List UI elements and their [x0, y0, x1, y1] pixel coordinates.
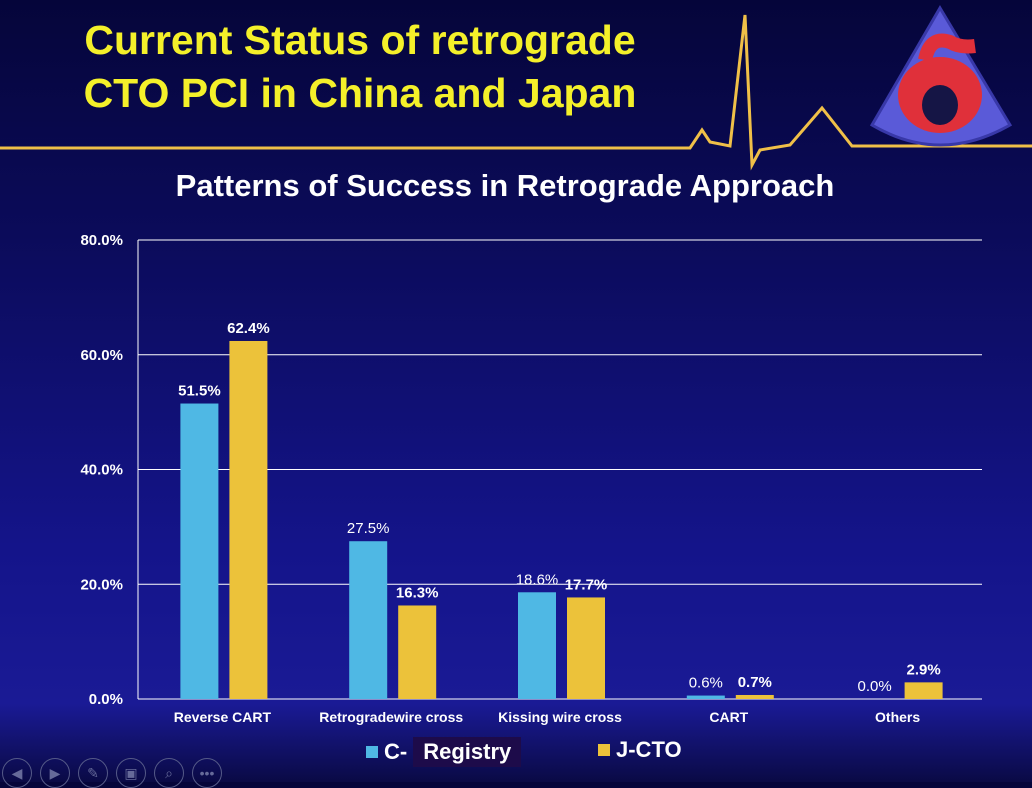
slides-icon[interactable]: ▣	[116, 758, 146, 788]
legend-label: J-CTO	[616, 737, 682, 762]
y-tick-label: 80.0%	[80, 232, 123, 249]
data-label: 0.7%	[738, 674, 772, 691]
legend-swatch	[366, 746, 378, 758]
zoom-icon[interactable]: ⌕	[154, 758, 184, 788]
x-tick-label: Reverse CART	[174, 709, 272, 725]
title-line-2: CTO PCI in China and Japan	[83, 70, 637, 116]
data-label: 16.3%	[396, 584, 439, 601]
bar-c-registry	[686, 695, 725, 699]
x-tick-label: Others	[875, 709, 920, 725]
data-label: 27.5%	[347, 520, 390, 537]
bar-j-cto	[567, 597, 605, 699]
bar-j-cto	[398, 605, 437, 699]
chart-title: Patterns of Success in Retrograde Approa…	[175, 168, 835, 203]
bar-c-registry	[180, 403, 219, 699]
data-label: 18.6%	[516, 571, 559, 588]
data-label: 62.4%	[227, 320, 270, 337]
bar-j-cto	[904, 682, 943, 699]
prev-icon[interactable]: ◀	[2, 758, 32, 788]
bar-c-registry	[518, 592, 556, 699]
y-tick-label: 20.0%	[80, 576, 123, 593]
title-line-1: Current Status of retrograde	[84, 17, 636, 63]
y-tick-label: 60.0%	[80, 347, 123, 364]
data-label: 17.7%	[565, 576, 608, 593]
x-tick-label: Kissing wire cross	[498, 709, 622, 725]
legend-c-registry: C- Registry	[366, 737, 522, 767]
data-label: 0.6%	[689, 675, 723, 692]
next-icon[interactable]: ▶	[40, 758, 70, 788]
data-label: 2.9%	[906, 661, 940, 678]
legend-swatch	[598, 744, 610, 756]
legend-label: C-	[384, 739, 408, 764]
more-icon[interactable]: •••	[192, 758, 222, 788]
bar-j-cto	[229, 340, 268, 699]
x-tick-label: CART	[709, 709, 748, 725]
legend-label-registry: Registry	[413, 737, 522, 767]
data-label: 51.5%	[178, 383, 221, 400]
slideshow-controls: ◀ ▶ ✎ ▣ ⌕ •••	[2, 758, 222, 788]
ecg-line-icon	[0, 14, 1032, 171]
slide-title: Current Status of retrograde CTO PCI in …	[20, 14, 700, 120]
y-tick-label: 0.0%	[89, 691, 123, 708]
logo-icon	[869, 5, 1013, 147]
y-tick-label: 40.0%	[80, 462, 123, 479]
pen-icon[interactable]: ✎	[78, 758, 108, 788]
x-tick-label: Retrogradewire cross	[319, 709, 463, 725]
bar-c-registry	[349, 541, 388, 699]
data-label: 0.0%	[857, 678, 891, 695]
bar-j-cto	[735, 694, 774, 699]
legend-j-cto: J-CTO	[598, 737, 682, 763]
